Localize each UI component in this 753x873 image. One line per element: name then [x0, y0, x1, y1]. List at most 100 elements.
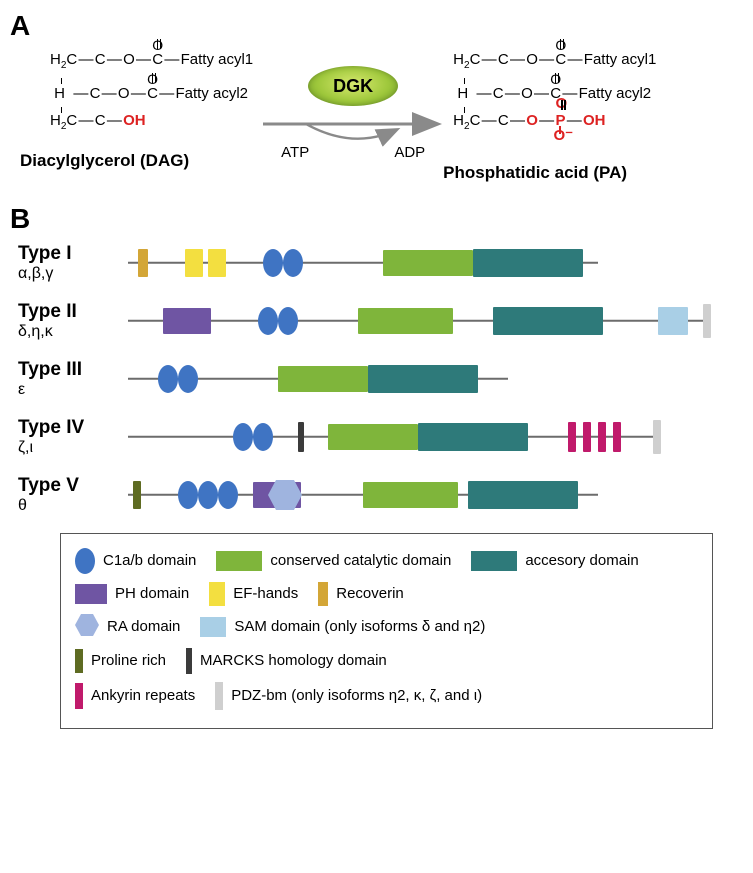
legend-item: Proline rich — [75, 649, 166, 673]
type-title: Type IV — [18, 417, 128, 439]
pro-swatch-icon — [75, 649, 83, 673]
pdz-domain — [653, 420, 661, 454]
ph-swatch-icon — [75, 584, 107, 604]
type-title: Type II — [18, 301, 128, 323]
legend-item: Recoverin — [318, 582, 404, 606]
rec-domain — [138, 249, 148, 277]
acc-domain — [473, 249, 583, 277]
pa-r1: Fatty acyl1 — [584, 51, 657, 68]
sam-domain — [658, 307, 688, 335]
acc-swatch-icon — [471, 551, 517, 571]
type-subtypes: ε — [18, 381, 128, 399]
legend-row: PH domain EF-hands Recoverin — [75, 582, 698, 612]
acc-domain — [493, 307, 603, 335]
legend-row: RA domain SAM domain (only isoforms δ and… — [75, 614, 698, 646]
pa-phos-o1: O — [526, 112, 538, 129]
domain-track — [128, 479, 610, 511]
pro-domain — [133, 481, 141, 509]
domain-track — [128, 363, 520, 395]
sam-swatch-icon — [200, 617, 226, 637]
atp-label: ATP — [281, 144, 309, 161]
legend-label: Recoverin — [336, 585, 404, 602]
type-row: Type IIIε — [18, 359, 743, 399]
dag-structure: H2C — C — O — CO — Fatty acyl1 H — C — O… — [50, 36, 253, 171]
ra-domain — [268, 480, 302, 510]
c1-domain — [158, 365, 178, 393]
domain-track — [128, 305, 720, 337]
legend-row: C1a/b domain conserved catalytic domain ac… — [75, 548, 698, 580]
cat-swatch-icon — [216, 551, 262, 571]
ra-swatch-icon — [75, 614, 99, 640]
pa-name: Phosphatidic acid (PA) — [443, 163, 656, 183]
legend-item: MARCKS homology domain — [186, 648, 387, 674]
dag-r1: Fatty acyl1 — [181, 51, 254, 68]
type-row: Type Iα,β,γ — [18, 243, 743, 283]
mar-domain — [298, 422, 304, 452]
ank-domain — [583, 422, 591, 452]
pdz-swatch-icon — [215, 682, 223, 710]
adp-label: ADP — [394, 144, 425, 161]
cat-domain — [358, 308, 453, 334]
legend-label: MARCKS homology domain — [200, 652, 387, 669]
dag-oh: OH — [123, 112, 146, 129]
legend-label: PH domain — [115, 585, 189, 602]
acc-domain — [468, 481, 578, 509]
ank-swatch-icon — [75, 683, 83, 709]
type-subtypes: θ — [18, 497, 128, 515]
cat-domain — [363, 482, 458, 508]
cat-domain — [383, 250, 473, 276]
legend-label: RA domain — [107, 618, 180, 635]
legend-label: accesory domain — [525, 552, 638, 569]
type-label: Type IVζ,ι — [18, 417, 128, 457]
legend-row: Ankyrin repeats PDZ-bm (only isoforms η2,… — [75, 682, 698, 716]
ank-domain — [613, 422, 621, 452]
legend-label: Ankyrin repeats — [91, 687, 195, 704]
pa-phos-p: POO⁻ — [555, 112, 565, 129]
ef-swatch-icon — [209, 582, 225, 606]
legend-label: Proline rich — [91, 652, 166, 669]
domain-track — [128, 421, 670, 453]
c1-domain — [218, 481, 238, 509]
rec-swatch-icon — [318, 582, 328, 606]
legend-label: EF-hands — [233, 585, 298, 602]
type-title: Type I — [18, 243, 128, 265]
legend-label: PDZ-bm (only isoforms η2, κ, ζ, and ι) — [231, 687, 482, 704]
type-subtypes: ζ,ι — [18, 439, 128, 457]
type-label: Type IIIε — [18, 359, 128, 399]
pa-phos-oh: OH — [583, 112, 606, 129]
c1-domain — [253, 423, 273, 451]
legend-label: conserved catalytic domain — [270, 552, 451, 569]
legend-item: PDZ-bm (only isoforms η2, κ, ζ, and ι) — [215, 682, 482, 710]
domain-type-grid: Type Iα,β,γ Type IIδ,η,κ Type IIIε Type IVζ… — [18, 243, 743, 515]
dag-name: Diacylglycerol (DAG) — [20, 151, 253, 171]
pa-r2: Fatty acyl2 — [579, 85, 652, 102]
ank-domain — [568, 422, 576, 452]
legend-item: EF-hands — [209, 582, 298, 606]
panel-b: B Type Iα,β,γType IIδ,η,κType IIIεType I… — [0, 183, 753, 729]
type-label: Type IIδ,η,κ — [18, 301, 128, 341]
c1-domain — [233, 423, 253, 451]
c1-domain — [283, 249, 303, 277]
type-label: Type Iα,β,γ — [18, 243, 128, 283]
legend-item: conserved catalytic domain — [216, 551, 451, 571]
legend-item: C1a/b domain — [75, 548, 196, 574]
type-label: Type Vθ — [18, 475, 128, 515]
type-row: Type Vθ — [18, 475, 743, 515]
acc-domain — [418, 423, 528, 451]
legend-label: SAM domain (only isoforms δ and η2) — [234, 618, 485, 635]
type-row: Type IVζ,ι — [18, 417, 743, 457]
ef-domain — [185, 249, 203, 277]
c1-domain — [178, 481, 198, 509]
pdz-domain — [703, 304, 711, 338]
type-subtypes: δ,η,κ — [18, 323, 128, 341]
c1-swatch-icon — [75, 548, 95, 574]
legend-item: SAM domain (only isoforms δ and η2) — [200, 617, 485, 637]
legend-row: Proline rich MARCKS homology domain — [75, 648, 698, 680]
ank-domain — [598, 422, 606, 452]
c1-domain — [258, 307, 278, 335]
type-subtypes: α,β,γ — [18, 265, 128, 283]
type-title: Type III — [18, 359, 128, 381]
pa-structure: H2C — C — O — CO — Fatty acyl1 H — C — O… — [453, 36, 656, 183]
domain-legend: C1a/b domain conserved catalytic domain ac… — [60, 533, 713, 729]
mar-swatch-icon — [186, 648, 192, 674]
